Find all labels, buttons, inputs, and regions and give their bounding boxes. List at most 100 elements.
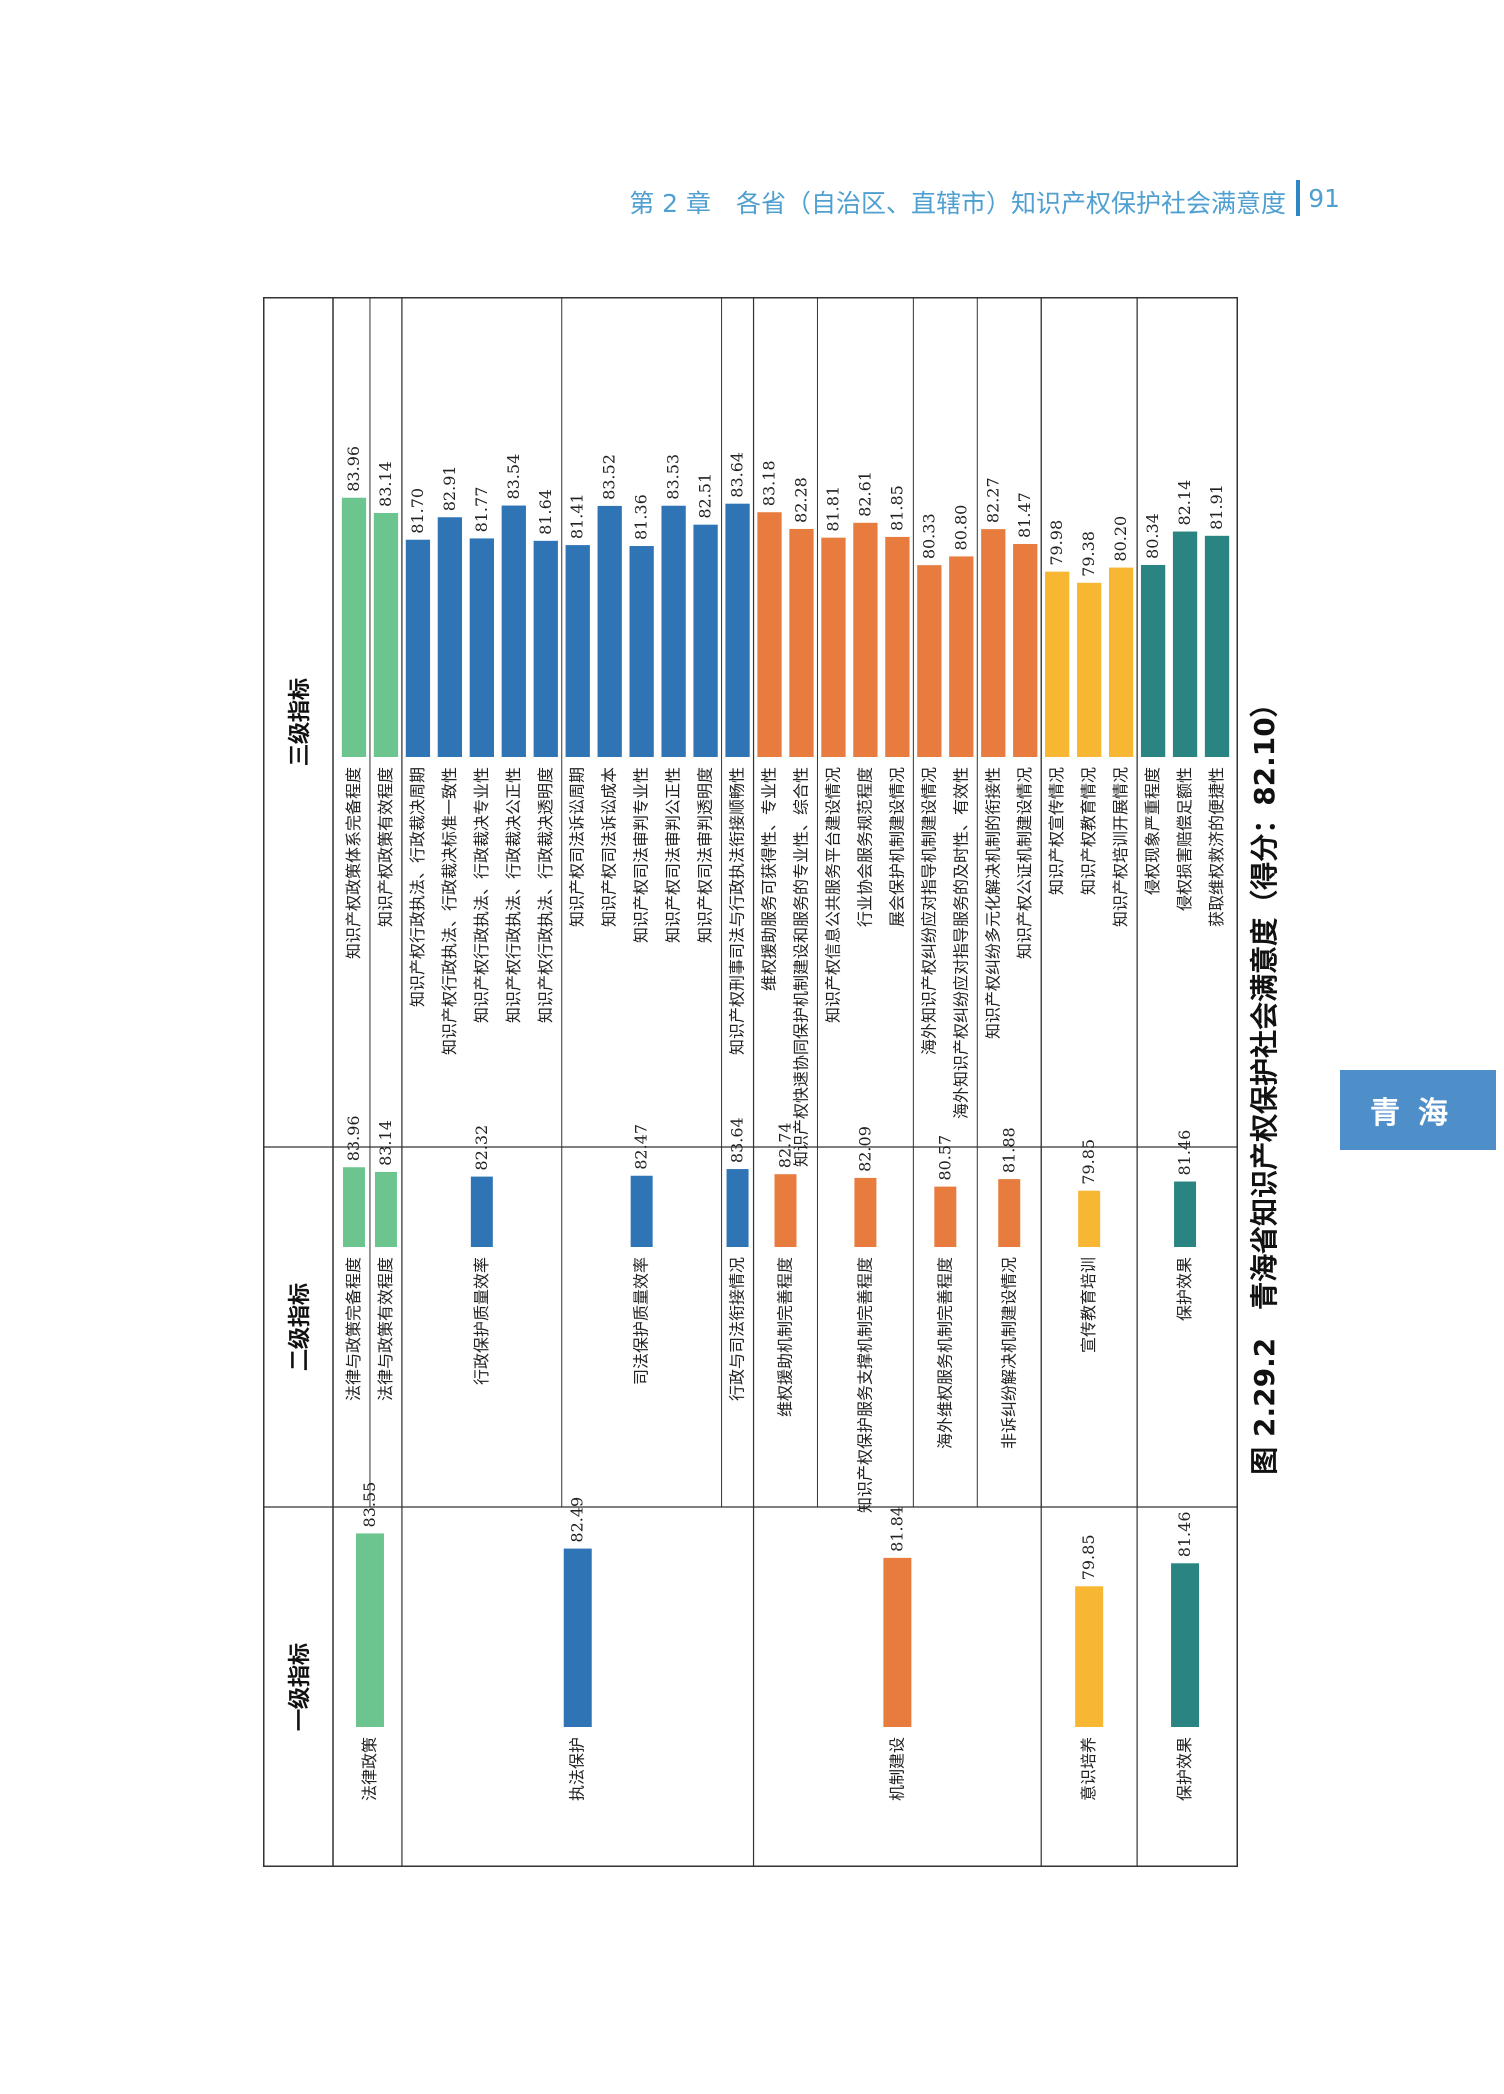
level3-label: 海外知识产权纠纷应对指导机制建设情况 [919,767,938,1055]
level3-label: 知识产权公证机制建设情况 [1015,767,1034,959]
level3-bar [405,539,431,757]
level3-bar [533,540,558,757]
level1-value: 79.85 [1079,1534,1098,1580]
level2-bar [1078,1190,1101,1247]
level3-label: 知识产权培训开展情况 [1111,767,1130,927]
level2-value: 82.47 [632,1124,651,1170]
level3-bar [1077,582,1102,757]
level2-label: 宣传教育培训 [1079,1257,1098,1353]
level2-label: 法律与政策有效程度 [376,1257,395,1401]
level3-value: 79.38 [1079,531,1098,577]
level3-bar [597,505,622,757]
level3-bar [853,522,878,757]
level2-value: 81.88 [999,1127,1018,1173]
level3-value: 81.70 [408,488,427,534]
level3-bar [661,505,686,757]
level3-label: 知识产权政策有效程度 [376,767,395,927]
level1-value: 83.55 [360,1482,379,1528]
level3-bar [1172,531,1198,757]
level3-label: 侵权现象严重程度 [1143,767,1162,895]
level3-label: 知识产权行政执法、行政裁决标准一致性 [440,767,459,1055]
level2-label: 保护效果 [1175,1257,1194,1321]
level3-bar [1045,571,1070,757]
table-border [263,297,1238,1867]
level2-value: 82.32 [472,1125,491,1171]
level3-label: 展会保护机制建设情况 [887,767,906,927]
level2-label: 法律与政策完备程度 [344,1257,363,1401]
level3-value: 81.47 [1015,492,1034,538]
level3-value: 83.96 [344,446,363,492]
level3-value: 80.34 [1143,513,1162,559]
level3-value: 83.53 [664,454,683,500]
level3-label: 知识产权行政执法、行政裁决专业性 [472,767,491,1023]
level3-label: 获取维权救济的便捷性 [1207,767,1226,927]
level3-value: 83.64 [728,452,747,498]
level2-bar [342,1167,365,1247]
rotated-figure: 一级指标 二级指标 三级指标 知识产权政策体系完备程度 83.96 知识产权政策有效程度 8… [263,297,1328,1867]
level1-label: 保护效果 [1175,1737,1194,1801]
province-tab: 青海 [1340,1070,1496,1150]
level1-bar [563,1548,592,1727]
level3-bar [885,536,910,757]
level2-label: 行政保护质量效率 [472,1257,491,1385]
column-header: 一级指标 [287,1643,313,1731]
level3-value: 83.18 [760,460,779,506]
level2-bar [998,1179,1021,1247]
level2-bar [630,1175,653,1247]
level3-value: 81.41 [568,493,587,539]
level3-label: 知识产权宣传情况 [1047,767,1066,895]
level3-value: 83.54 [504,454,523,500]
level3-bar [629,546,654,757]
level2-value: 83.14 [376,1120,395,1166]
level1-label: 法律政策 [360,1737,379,1801]
level3-value: 83.52 [600,454,619,500]
level3-bar [373,512,399,757]
level3-bar [725,503,750,757]
page-header: 第 2 章 各省（自治区、直辖市）知识产权保护社会满意度 91 [560,180,1340,220]
level3-value: 79.98 [1047,520,1066,566]
level3-value: 81.36 [632,494,651,540]
level1-value: 81.46 [1175,1511,1194,1557]
level3-value: 82.14 [1175,480,1194,526]
level1-bar [355,1533,384,1727]
level3-value: 81.91 [1207,484,1226,530]
level3-bar [789,528,814,757]
level3-bar [693,524,718,757]
level3-bar [437,517,463,757]
level2-bar [374,1171,397,1247]
level3-label: 知识产权信息公共服务平台建设情况 [823,767,842,1023]
level1-label: 执法保护 [568,1737,587,1801]
level3-label: 海外知识产权纠纷应对指导服务的及时性、有效性 [951,767,970,1119]
level3-value: 81.85 [887,485,906,531]
level2-bar [470,1176,493,1247]
level3-label: 知识产权司法诉讼成本 [600,767,619,927]
level3-value: 82.27 [983,477,1002,523]
level3-value: 80.33 [919,513,938,559]
level3-bar [821,537,846,757]
level1-bar [1075,1586,1104,1727]
level1-label: 意识培养 [1079,1737,1098,1801]
level3-value: 83.14 [376,461,395,507]
level2-label: 司法保护质量效率 [632,1257,651,1385]
level3-bar [565,545,590,757]
level3-bar [949,556,974,757]
level2-label: 海外维权服务机制完善程度 [935,1257,954,1449]
level3-label: 维权援助服务可获得性、专业性 [760,767,779,991]
level2-label: 维权援助机制完善程度 [776,1257,795,1417]
level3-value: 82.28 [791,477,810,523]
level3-bar [501,505,526,757]
level3-value: 81.64 [536,489,555,535]
level3-label: 知识产权刑事司法与行政执法衔接顺畅性 [728,767,747,1055]
level3-label: 知识产权教育情况 [1079,767,1098,895]
level2-value: 79.85 [1079,1139,1098,1185]
level3-label: 知识产权政策体系完备程度 [344,767,363,959]
level3-bar [1204,535,1230,757]
level3-bar [757,512,782,757]
level3-label: 知识产权行政执法、行政裁决周期 [408,767,427,1007]
column-header: 三级指标 [287,678,313,766]
level3-value: 81.81 [823,486,842,532]
level3-label: 知识产权司法诉讼周期 [568,767,587,927]
level3-bar [1013,543,1038,757]
level3-label: 知识产权司法审判透明度 [696,767,715,943]
